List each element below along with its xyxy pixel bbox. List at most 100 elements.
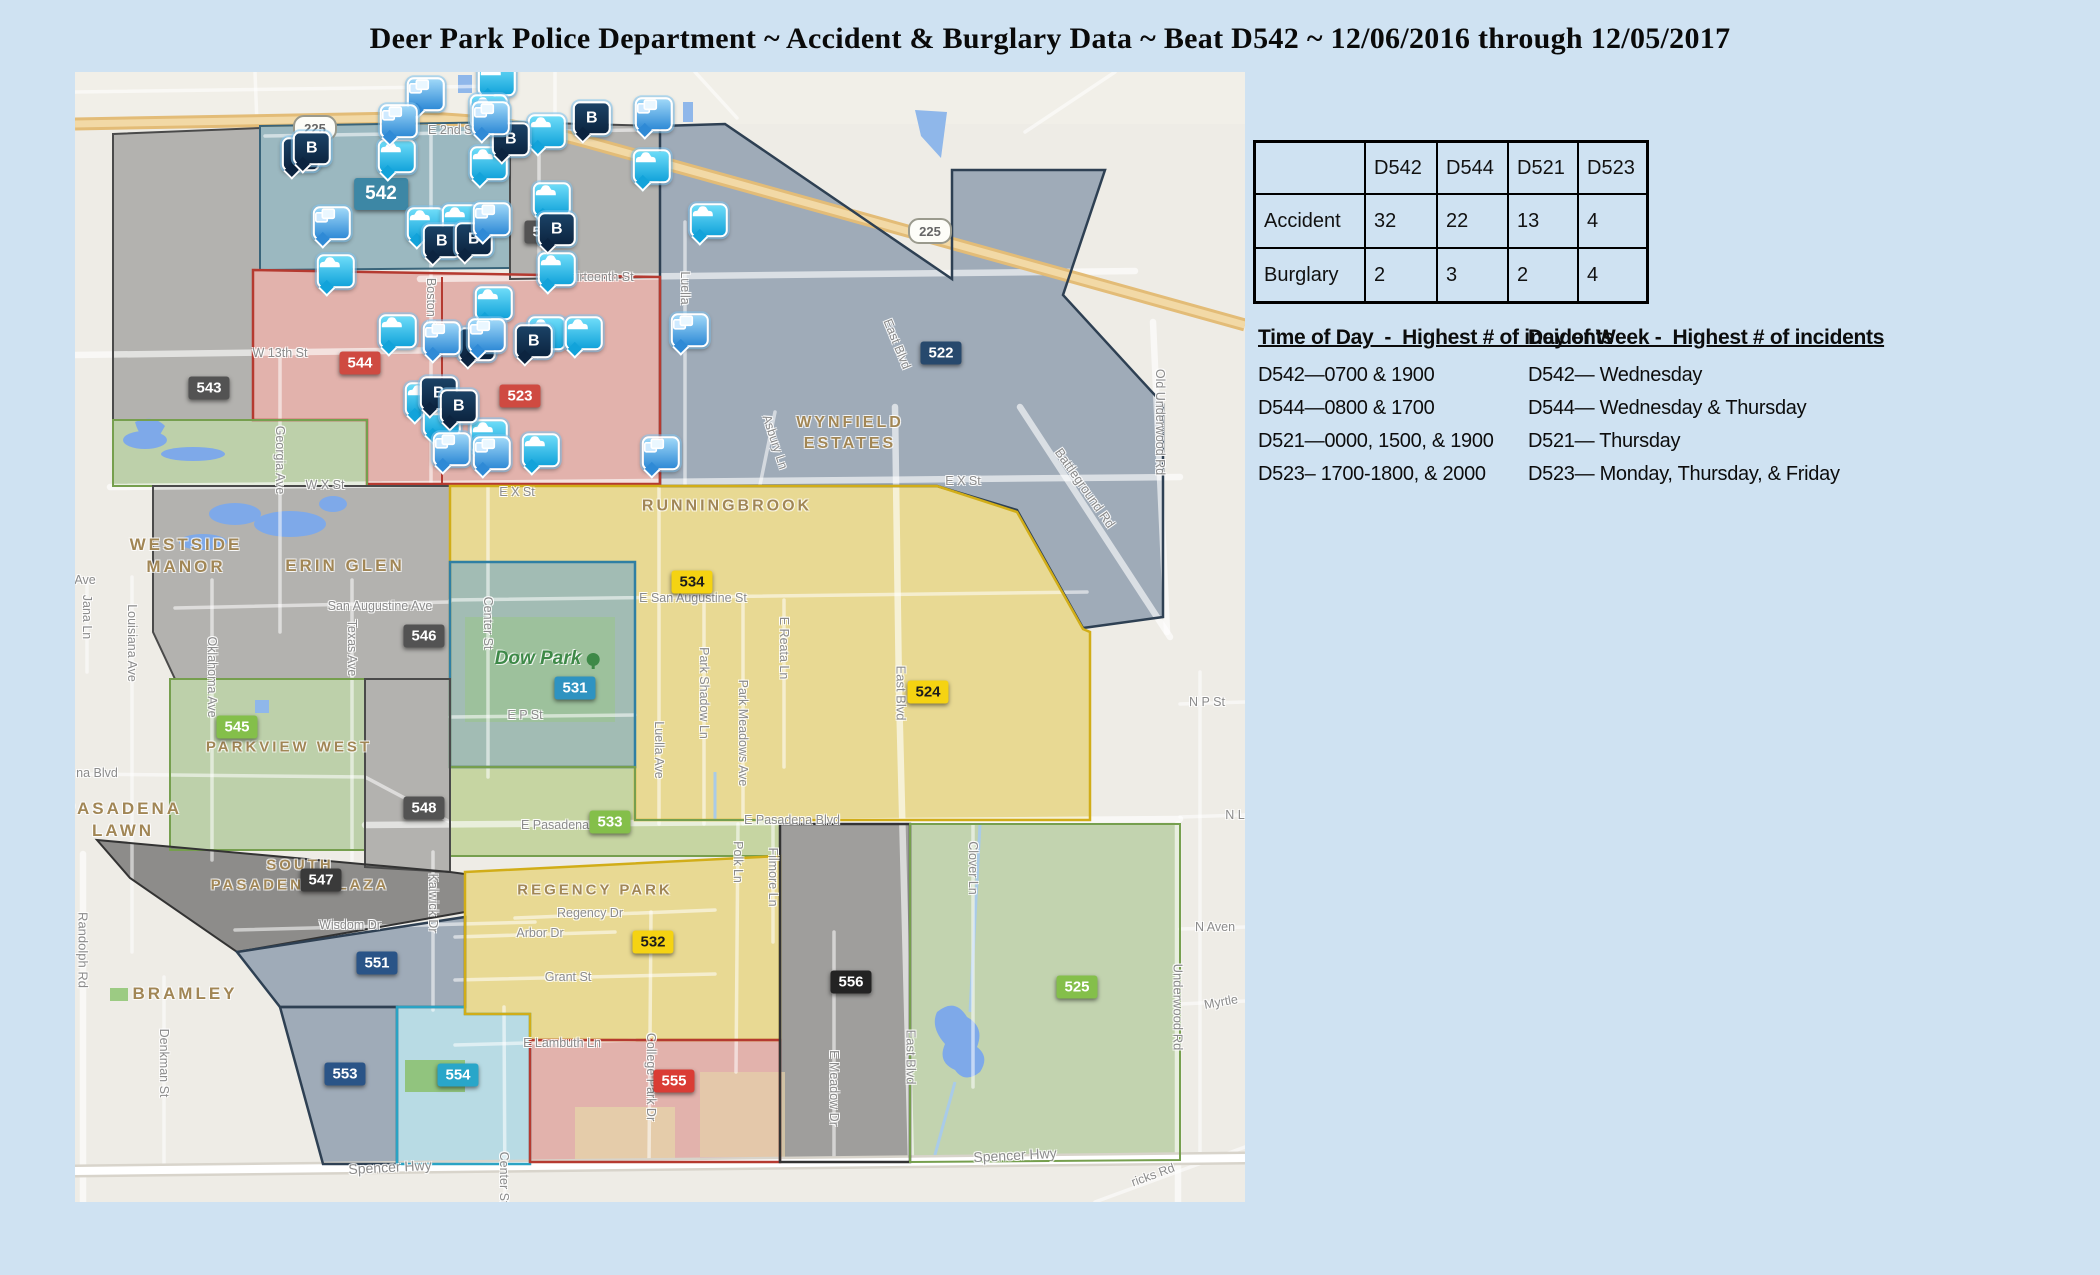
car-icon [444,207,465,218]
burglary-marker[interactable]: B [292,131,331,166]
stacked-incidents-icon [473,103,495,118]
beat-label-525: 525 [1056,975,1098,999]
beat-label-544: 544 [339,351,381,375]
multi-incident-marker[interactable] [471,101,510,136]
multi-incident-marker[interactable] [472,202,511,237]
car-icon [477,289,498,300]
region-553 [280,1007,397,1164]
stacked-incidents-icon [474,204,496,219]
multi-incident-marker[interactable] [472,436,511,471]
street-label: E San Augustine St [639,591,747,605]
accident-marker[interactable] [532,182,571,217]
car-icon [381,317,402,328]
map-patches [110,700,785,1159]
neighborhood-label: ERIN GLEN [285,555,405,575]
multi-incident-marker[interactable] [379,104,418,139]
street-label: N Aven [1194,920,1236,934]
burglary-marker[interactable]: B [491,122,530,157]
multi-incident-marker[interactable] [422,321,461,356]
list-item: D523— Monday, Thursday, & Friday [1528,463,1840,485]
burglary-marker[interactable]: B [514,324,553,359]
stacked-incidents-icon [408,79,430,94]
street-label: E Reata Ln [777,616,791,680]
stacked-incidents-icon [643,438,665,453]
car-icon [472,149,493,160]
list-item: D542— Wednesday [1528,364,1703,386]
multi-incident-marker[interactable] [641,436,680,471]
stacked-incidents-icon [469,320,491,335]
street-label: Center St [481,596,495,650]
street-label: E Pasadena Blvd [744,813,840,827]
beat-label-554: 554 [437,1063,479,1087]
multi-incident-marker[interactable] [634,97,673,132]
car-icon [530,117,551,128]
street-label: Clover Ln [966,841,980,895]
burglary-b-glyph: B [453,397,465,415]
street-label: Arbor Dr [516,926,564,940]
cell-value: 4 [1577,193,1649,249]
beat-label-533: 533 [589,810,631,834]
accident-marker[interactable] [521,433,560,468]
street-label: Kalwick Dr [426,873,440,933]
table-row-burglary: Burglary 2 3 2 4 [1253,247,1649,304]
map-canvas[interactable]: E 2nd St E Thirteenth St W 13th St W X St E … [75,72,1245,1202]
stacked-incidents-icon [424,323,446,338]
incident-stats-table: D542 D544 D521 D523 Accident 32 22 13 4 … [1253,140,1649,304]
accident-marker[interactable] [527,114,566,149]
street-label: na Blvd [76,766,118,780]
burglary-marker[interactable]: B [439,389,478,424]
region-525 [910,824,1180,1162]
multi-incident-marker[interactable] [312,206,351,241]
header-d521: D521 [1507,140,1579,195]
car-icon [524,436,545,447]
beat-label-532: 532 [632,930,674,954]
car-icon [380,142,401,153]
car-icon [319,257,340,268]
accident-marker[interactable] [689,203,728,238]
car-icon [692,206,713,217]
accident-marker[interactable] [477,72,516,97]
accident-marker[interactable] [377,139,416,174]
multi-incident-marker[interactable] [406,77,445,112]
street-label: Park Meadows Ave [736,679,750,787]
beat-label-542: 542 [354,178,408,210]
accident-marker[interactable] [537,252,576,287]
street-label: E P St [507,708,543,722]
accident-marker[interactable] [564,316,603,351]
burglary-b-glyph: B [586,109,598,127]
header-d523: D523 [1577,140,1649,195]
cell-value: 13 [1507,193,1579,249]
header-blank [1253,140,1366,195]
cell-value: 3 [1436,247,1509,304]
street-label: Georgia Ave [273,425,287,495]
street-label: E X St [499,485,535,499]
multi-incident-marker[interactable] [467,318,506,353]
street-label: N P St [1189,695,1225,709]
accident-marker[interactable] [632,149,671,184]
beat-label-548: 548 [403,796,445,820]
street-label: Grant St [544,970,592,984]
street-label: East Blvd [893,665,909,721]
stacked-incidents-icon [672,315,694,330]
row-label: Burglary [1253,247,1366,304]
street-label: W 13th St [252,346,308,360]
list-item: D542—0700 & 1900 [1258,364,1435,386]
beat-label-534: 534 [671,570,713,594]
page-title: Deer Park Police Department ~ Accident &… [369,22,1731,55]
time-of-day-items: D542—0700 & 1900 D544—0800 & 1700 D521—000… [1258,364,1658,496]
stacked-incidents-icon [636,99,658,114]
accident-marker[interactable] [474,286,513,321]
burglary-marker[interactable]: B [537,212,576,247]
beat-label-553: 553 [324,1062,366,1086]
park-name: Dow Park [494,648,582,669]
day-of-week-items: D542— Wednesday D544— Wednesday & Thursda… [1528,364,1928,496]
burglary-marker[interactable]: B [572,101,611,136]
day-of-week-heading: Day of Week - Highest # of incidents [1528,326,1885,349]
accident-marker[interactable] [378,314,417,349]
car-icon [567,319,588,330]
multi-incident-marker[interactable] [670,313,709,348]
row-label: Accident [1253,193,1366,249]
header-d542: D542 [1364,140,1438,195]
multi-incident-marker[interactable] [432,432,471,467]
accident-marker[interactable] [316,254,355,289]
